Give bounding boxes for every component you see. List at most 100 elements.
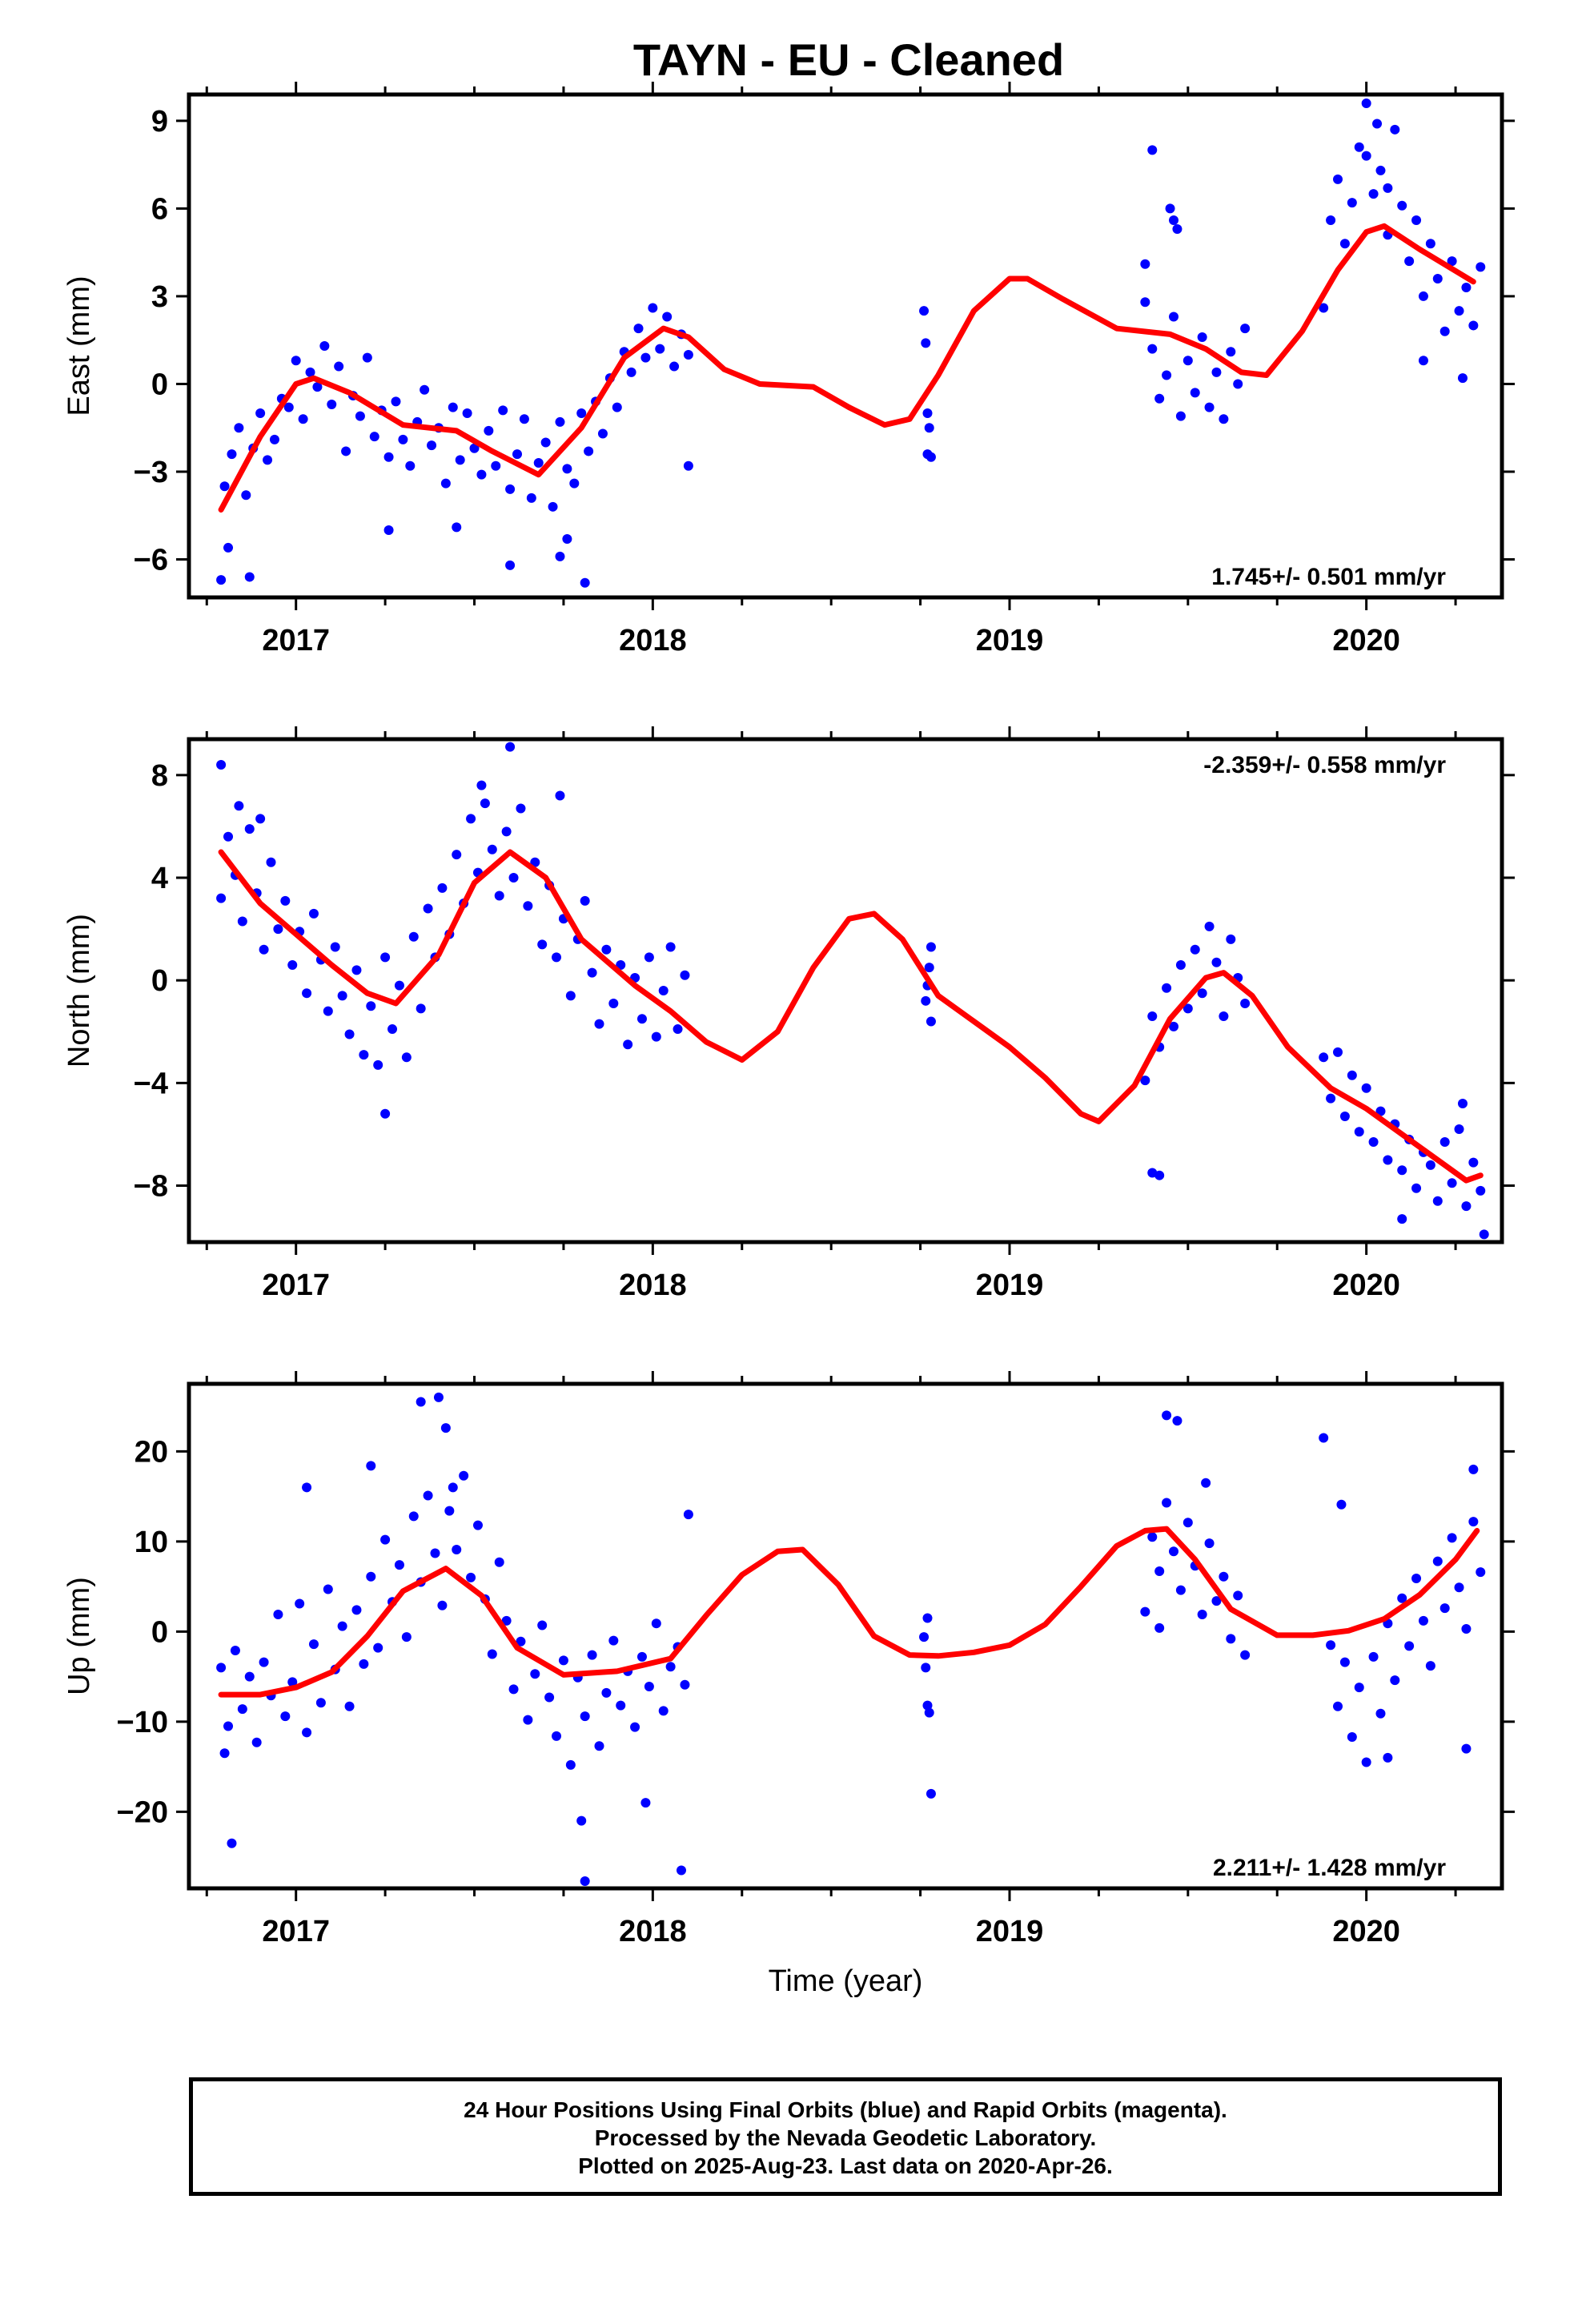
panel1-data-point <box>234 423 244 433</box>
panel1-data-point <box>1361 98 1371 108</box>
panel2-data-point <box>587 967 597 978</box>
panel1-data-point <box>505 560 516 570</box>
panel2-data-point <box>523 901 533 911</box>
panel2-data-point <box>1347 1070 1357 1080</box>
panel1-data-point <box>1219 414 1229 424</box>
panel1-data-point <box>683 460 693 471</box>
panel1-data-point <box>362 352 372 363</box>
panel3-data-point <box>580 1711 590 1722</box>
panel1-data-point <box>1326 215 1336 225</box>
panel1-data-point <box>1169 312 1178 322</box>
chart-title: TAYN - EU - Cleaned <box>632 34 1065 85</box>
panel1-data-point <box>244 572 255 582</box>
panel2-data-point <box>601 944 612 955</box>
panel3-y-tick-label: 10 <box>135 1526 168 1559</box>
panel3-data-point <box>565 1759 576 1770</box>
panel2-data-point <box>1339 1112 1350 1121</box>
panel1-data-point <box>1468 320 1479 331</box>
panel2-data-point <box>259 944 269 955</box>
panel1-data-point <box>398 434 408 444</box>
panel1-x-tick-label: 2019 <box>976 624 1044 657</box>
panel3-data-point <box>380 1534 391 1545</box>
panel1-data-point <box>484 425 494 436</box>
panel3-data-point <box>1219 1571 1229 1582</box>
panel1-data-point <box>1175 411 1186 421</box>
panel1-data-point <box>1162 370 1172 380</box>
panel1-data-point <box>452 522 462 533</box>
panel1-data-point <box>369 432 379 442</box>
panel1-data-point <box>298 414 308 424</box>
panel2-data-point <box>651 1031 661 1042</box>
panel1-data-point <box>1368 189 1379 199</box>
panel1-x-tick-label: 2020 <box>1332 624 1400 657</box>
panel1-y-tick-label: 3 <box>151 280 168 314</box>
panel2-data-point <box>537 939 548 950</box>
panel2-data-point <box>1211 957 1222 967</box>
panel2-data-point <box>216 893 227 903</box>
panel1-data-point <box>1147 344 1158 354</box>
panel1-data-point <box>1165 203 1175 214</box>
panel1-y-tick-label: 6 <box>151 192 168 226</box>
panel3-data-point <box>459 1470 469 1481</box>
panel2-data-point <box>565 991 576 1001</box>
panel2-data-point <box>1432 1196 1443 1206</box>
panel3-data-point <box>1404 1641 1415 1651</box>
panel1-data-point <box>1233 379 1243 389</box>
panel3-data-point <box>1432 1556 1443 1566</box>
panel3-data-point <box>1201 1478 1211 1488</box>
panel3-data-point <box>636 1651 647 1662</box>
panel2-y-tick-label: −8 <box>134 1170 168 1204</box>
panel1-data-point <box>580 577 590 588</box>
panel1-data-point <box>512 449 522 460</box>
panel3-data-point <box>1147 1532 1158 1542</box>
panel1-data-point <box>1169 215 1178 225</box>
panel1-data-point <box>1476 262 1486 272</box>
panel1-data-point <box>476 469 487 480</box>
panel2-data-point <box>1457 1098 1468 1108</box>
panel3-data-point <box>537 1620 548 1630</box>
panel1-data-point <box>341 446 351 456</box>
panel1-data-point <box>662 312 673 322</box>
panel1-data-point <box>223 542 234 553</box>
panel3-data-point <box>580 1876 590 1886</box>
panel3-data-point <box>440 1423 451 1433</box>
panel2-x-tick-label: 2019 <box>976 1269 1044 1302</box>
panel1-data-point <box>319 341 330 351</box>
panel1-data-point <box>469 443 480 453</box>
panel1-data-point <box>1172 223 1182 234</box>
panel3-data-point <box>1425 1661 1435 1671</box>
panel2-data-point <box>1411 1183 1422 1193</box>
panel1-y-tick-label: −3 <box>134 456 168 489</box>
panel2-data-point <box>401 1052 412 1063</box>
panel3-data-point <box>1447 1533 1457 1543</box>
panel2-data-point <box>1439 1137 1450 1148</box>
panel2-data-point <box>337 991 347 1001</box>
panel3-y-tick-label: 0 <box>151 1615 168 1649</box>
panel1-data-point <box>1425 239 1435 249</box>
panel1-data-point <box>1432 274 1443 284</box>
panel1-data-point <box>1333 174 1343 184</box>
panel3-data-point <box>1333 1701 1343 1711</box>
panel1-y-tick-label: 0 <box>151 368 168 401</box>
panel3-data-point <box>644 1682 654 1691</box>
panel3-data-point <box>302 1727 312 1738</box>
panel3-data-point <box>516 1636 526 1647</box>
panel3-data-point <box>1461 1624 1472 1634</box>
panel2-data-point <box>308 908 319 919</box>
panel1-data-point <box>1354 142 1364 152</box>
panel3-data-point <box>921 1663 931 1673</box>
panel1-data-point <box>405 460 416 471</box>
panel1-data-point <box>921 338 931 348</box>
panel1-data-point <box>1390 124 1400 135</box>
panel3-data-point <box>530 1669 540 1679</box>
panel2-data-point <box>1175 959 1186 970</box>
panel2-data-point <box>1154 1170 1165 1180</box>
panel1-data-point <box>462 408 472 418</box>
panel2-data-point <box>466 814 476 824</box>
panel3-data-point <box>216 1663 227 1673</box>
panel1-data-point <box>562 533 572 544</box>
panel3-data-point <box>1226 1634 1236 1644</box>
panel1-data-point <box>540 437 551 448</box>
panel1-data-point <box>420 384 430 395</box>
panel3-data-point <box>237 1704 247 1715</box>
